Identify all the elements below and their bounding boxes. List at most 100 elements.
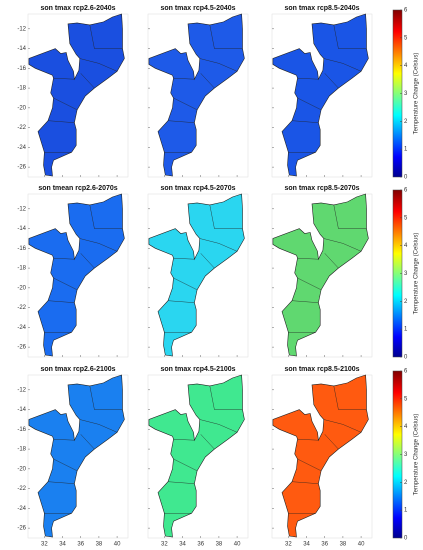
x-tick-label: 36 (321, 542, 328, 548)
province-border (324, 253, 339, 269)
colorbar-tick-label: 3 (404, 271, 408, 277)
province-border (199, 58, 238, 72)
province-border (173, 97, 198, 110)
province-border (53, 97, 78, 110)
province-border (53, 78, 75, 80)
province-border (80, 253, 95, 269)
colorbar-tick-label: 2 (404, 480, 408, 486)
province-border (324, 434, 339, 450)
colorbar-tick-label: 5 (404, 35, 408, 41)
colorbar-tick-label: 6 (404, 188, 408, 194)
province-border (297, 458, 322, 471)
province-border (173, 258, 195, 260)
province-border (53, 277, 78, 290)
colorbar-tick-label: 4 (404, 243, 408, 249)
colorbar-tick-label: 0 (404, 536, 408, 542)
y-tick-label: -18 (17, 266, 26, 272)
country-map (148, 193, 245, 357)
y-tick-label: -20 (17, 466, 26, 472)
province-border (297, 258, 319, 260)
y-tick-label: -24 (17, 325, 26, 331)
y-tick-label: -14 (17, 226, 26, 232)
y-tick-label: -16 (17, 427, 26, 433)
colorbar-tick-label: 0 (404, 355, 408, 361)
province-border (323, 58, 362, 72)
province-border (333, 385, 367, 410)
y-tick-label: -26 (17, 165, 26, 171)
x-tick-label: 34 (59, 542, 66, 548)
y-tick-label: -26 (17, 526, 26, 532)
axes-frame (271, 374, 373, 539)
province-border (173, 78, 195, 80)
province-border (167, 300, 195, 303)
province-border (199, 419, 238, 433)
colorbar-tick-label: 3 (404, 452, 408, 458)
province-border (200, 73, 215, 89)
province-border (209, 24, 243, 49)
axes-frame (147, 374, 249, 539)
province-border (200, 253, 215, 269)
colorbar-tick-label: 6 (404, 8, 408, 14)
province-border (297, 78, 319, 80)
province-border (323, 238, 362, 252)
panel-title: son tmax rcp4.5-2040s (160, 5, 235, 12)
axes-frame (27, 374, 129, 539)
colorbar-tick-label: 3 (404, 91, 408, 97)
province-border (89, 204, 123, 229)
x-tick-label: 32 (161, 542, 168, 548)
province-border (297, 439, 319, 441)
colorbar-tick-label: 1 (404, 147, 408, 153)
province-border (79, 419, 118, 433)
panel-title: son tmax rcp8.5-2040s (284, 5, 359, 12)
panel-title: son tmax rcp8.5-2100s (284, 366, 359, 373)
province-border (333, 204, 367, 229)
colorbar-label: Temperature Change (Celsius) (414, 53, 420, 135)
x-tick-label: 32 (285, 542, 292, 548)
y-tick-label: -12 (17, 206, 26, 212)
province-border (53, 258, 75, 260)
colorbar-tick-label: 6 (404, 369, 408, 375)
province-border (80, 434, 95, 450)
x-tick-label: 38 (96, 542, 103, 548)
axes-frame (271, 193, 373, 358)
province-border (89, 385, 123, 410)
province-border (291, 481, 319, 484)
colorbar-tick-label: 1 (404, 508, 408, 514)
province-border (333, 24, 367, 49)
province-border (47, 120, 75, 123)
y-tick-label: -18 (17, 86, 26, 92)
province-border (173, 458, 198, 471)
province-border (291, 300, 319, 303)
y-tick-label: -14 (17, 46, 26, 52)
axes-frame (271, 13, 373, 178)
panel-title: son tmax rcp2.6-2100s (40, 366, 115, 373)
y-tick-label: -22 (17, 486, 26, 492)
colorbar-tick-label: 4 (404, 63, 408, 69)
province-border (199, 238, 238, 252)
y-tick-label: -12 (17, 387, 26, 393)
x-tick-label: 40 (234, 542, 241, 548)
x-tick-label: 34 (303, 542, 310, 548)
axes-frame (147, 193, 249, 358)
country-map (148, 374, 245, 538)
y-tick-label: -24 (17, 506, 26, 512)
colorbar-tick-label: 5 (404, 396, 408, 402)
x-tick-label: 36 (197, 542, 204, 548)
province-border (209, 204, 243, 229)
province-border (79, 238, 118, 252)
y-tick-label: -26 (17, 345, 26, 351)
colorbar-tick-label: 5 (404, 215, 408, 221)
colorbar-tick-label: 2 (404, 119, 408, 125)
province-border (47, 481, 75, 484)
province-border (80, 73, 95, 89)
colorbar-tick-label: 2 (404, 299, 408, 305)
province-border (173, 277, 198, 290)
province-border (291, 120, 319, 123)
country-map (28, 374, 125, 538)
province-border (53, 458, 78, 471)
country-map (272, 13, 369, 177)
panel-title: son tmean rcp2.6-2070s (38, 185, 117, 192)
x-tick-label: 32 (41, 542, 48, 548)
axes-frame (27, 193, 129, 358)
